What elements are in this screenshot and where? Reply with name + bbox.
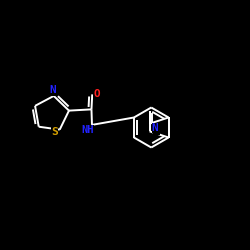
Text: N: N bbox=[152, 123, 158, 133]
Text: NH: NH bbox=[81, 125, 94, 135]
Text: N: N bbox=[49, 86, 56, 96]
Text: S: S bbox=[51, 127, 58, 137]
Text: O: O bbox=[93, 88, 100, 99]
Text: S: S bbox=[153, 125, 160, 135]
